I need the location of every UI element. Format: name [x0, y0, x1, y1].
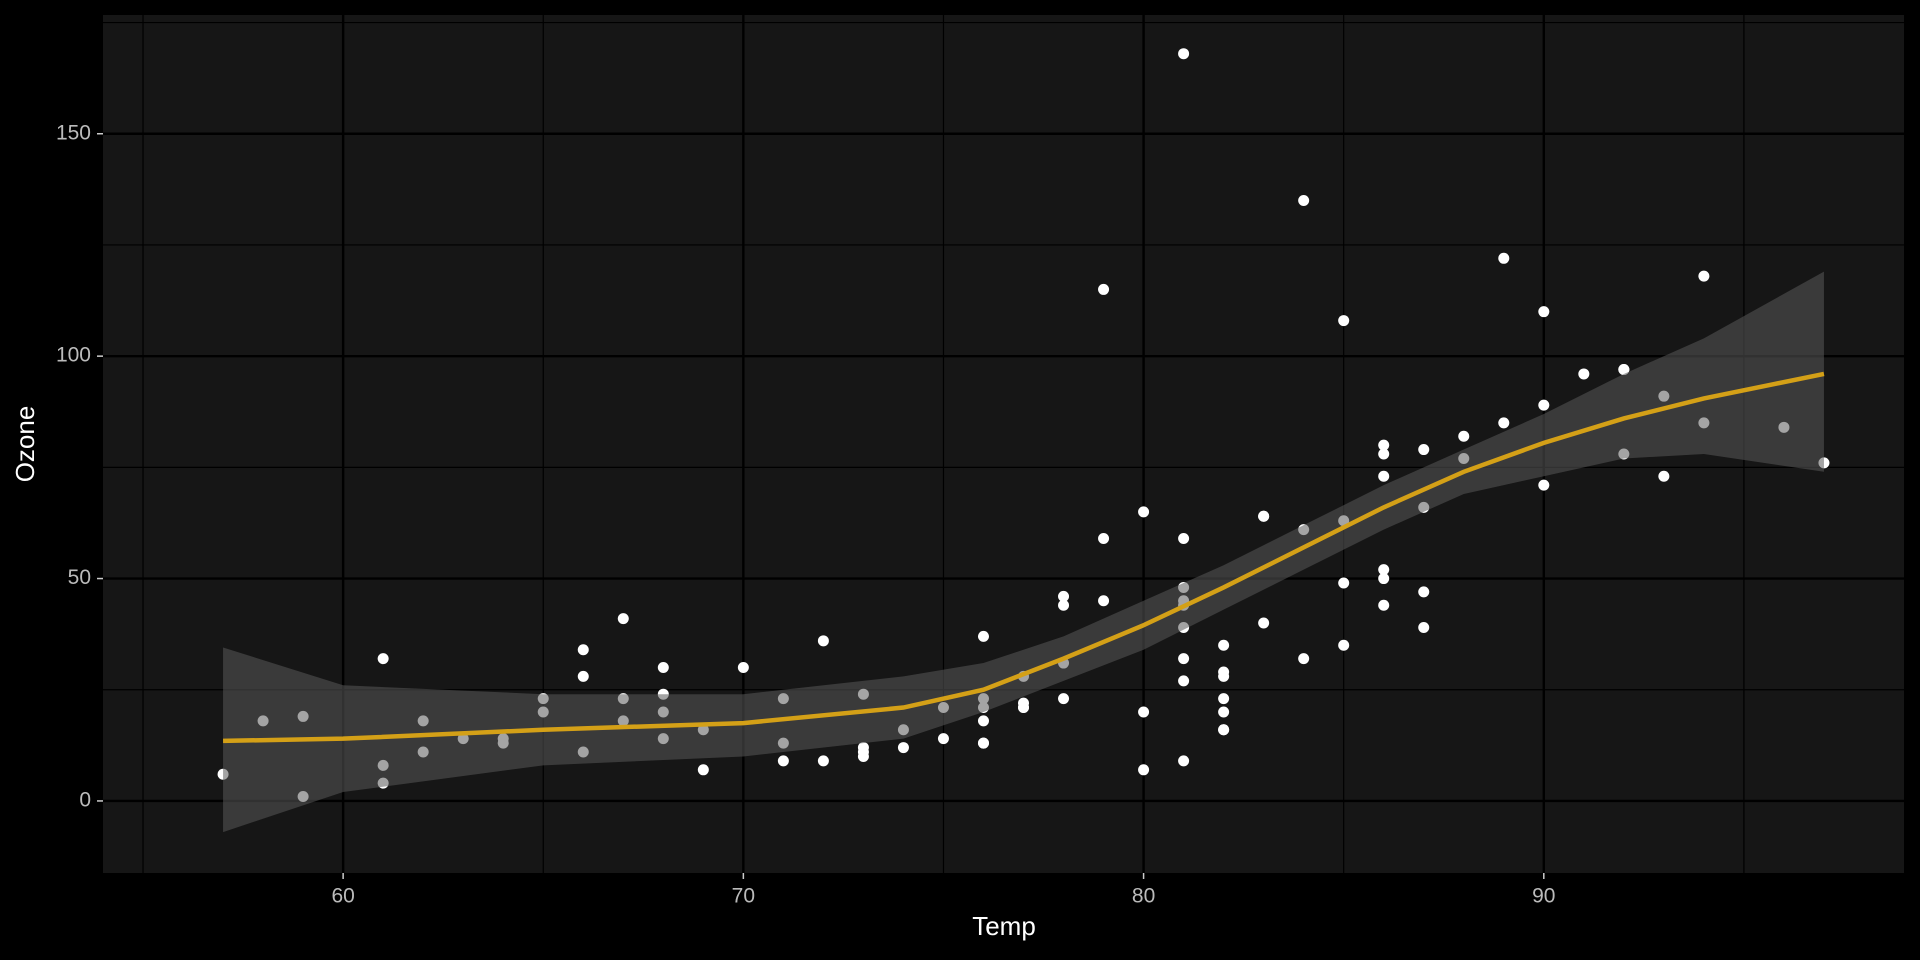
- point: [817, 755, 829, 767]
- point: [1058, 590, 1070, 602]
- point: [1538, 399, 1550, 411]
- point: [1098, 533, 1110, 545]
- point: [1378, 564, 1390, 576]
- point: [1378, 599, 1390, 611]
- point: [1698, 270, 1710, 282]
- point: [1218, 706, 1230, 718]
- point: [1418, 586, 1430, 598]
- point: [1298, 194, 1310, 206]
- point: [377, 653, 389, 665]
- y-tick-label: 50: [68, 566, 91, 589]
- point: [697, 764, 709, 776]
- point: [1258, 617, 1270, 629]
- y-tick-label: 150: [56, 121, 91, 144]
- point: [1458, 430, 1470, 442]
- x-tick-label: 80: [1132, 885, 1155, 908]
- confidence-band: [223, 271, 1824, 833]
- point: [1178, 755, 1190, 767]
- point: [977, 630, 989, 642]
- y-axis-label: Ozone: [10, 406, 40, 483]
- y-tick-label: 100: [56, 344, 91, 367]
- point: [1018, 702, 1030, 714]
- point: [1498, 417, 1510, 429]
- point: [1138, 506, 1150, 518]
- point: [857, 750, 869, 762]
- point: [1098, 595, 1110, 607]
- point: [657, 662, 669, 674]
- point: [1178, 653, 1190, 665]
- point: [1538, 479, 1550, 491]
- point: [1378, 470, 1390, 482]
- point: [1618, 363, 1630, 375]
- point: [1178, 48, 1190, 60]
- point: [897, 742, 909, 754]
- point: [1418, 444, 1430, 456]
- point: [577, 670, 589, 682]
- point: [857, 742, 869, 754]
- point: [1218, 639, 1230, 651]
- point: [1418, 621, 1430, 633]
- point: [1138, 706, 1150, 718]
- point: [1538, 306, 1550, 318]
- x-tick-label: 60: [331, 885, 354, 908]
- point: [1218, 670, 1230, 682]
- point: [1178, 675, 1190, 687]
- x-tick-label: 90: [1532, 885, 1555, 908]
- point: [1178, 533, 1190, 545]
- x-axis-label: Temp: [972, 911, 1036, 941]
- point: [1258, 510, 1270, 522]
- point: [777, 755, 789, 767]
- point: [1378, 439, 1390, 451]
- point: [1378, 448, 1390, 460]
- point: [1218, 693, 1230, 705]
- point: [1338, 577, 1350, 589]
- point: [1578, 368, 1590, 380]
- point: [1098, 283, 1110, 295]
- x-tick-label: 70: [732, 885, 755, 908]
- point: [1658, 470, 1670, 482]
- point: [1058, 599, 1070, 611]
- point: [1338, 639, 1350, 651]
- point: [1338, 315, 1350, 327]
- point: [977, 737, 989, 749]
- smooth-line: [223, 371, 1825, 744]
- point: [1298, 653, 1310, 665]
- point: [1498, 252, 1510, 264]
- point: [1138, 764, 1150, 776]
- point: [1218, 724, 1230, 736]
- point: [817, 635, 829, 647]
- point: [1378, 573, 1390, 585]
- point: [1058, 693, 1070, 705]
- point: [617, 613, 629, 625]
- point: [737, 662, 749, 674]
- y-tick-label: 0: [79, 788, 91, 811]
- point: [977, 715, 989, 727]
- point: [937, 733, 949, 745]
- point: [577, 644, 589, 656]
